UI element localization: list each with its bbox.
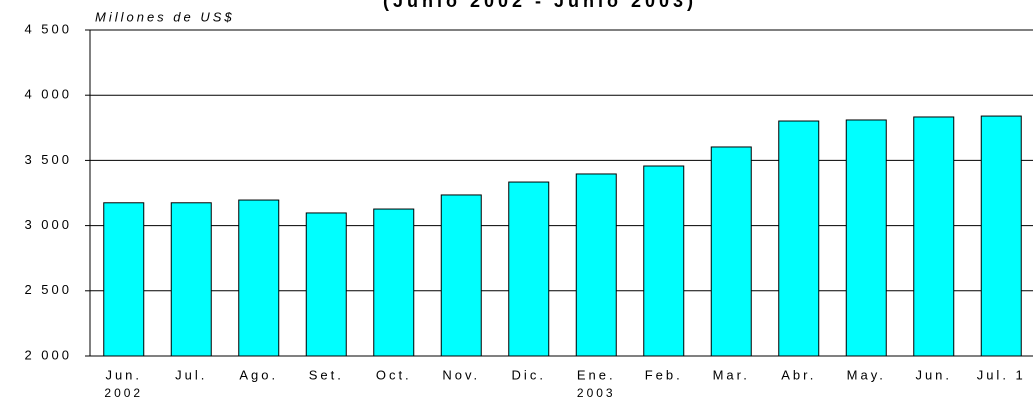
bar <box>508 181 550 357</box>
bar <box>845 119 887 357</box>
x-tick-label: Jun. <box>105 367 142 382</box>
x-tick-label: Oct. <box>376 367 412 382</box>
bar <box>373 208 415 357</box>
x-tick-label: Dic. <box>512 367 546 382</box>
bar <box>980 115 1022 357</box>
y-tick-label: 3 500 <box>24 152 72 167</box>
x-tick-label: Jul. <box>175 367 207 382</box>
x-tick-label: Ene. <box>577 367 616 382</box>
y-tick-label: 2 000 <box>24 347 72 362</box>
x-year-label: 2003 <box>577 386 616 400</box>
x-tick-label: Nov. <box>442 367 480 382</box>
bar <box>305 212 347 357</box>
x-tick-label: Feb. <box>645 367 683 382</box>
bar <box>643 165 685 357</box>
x-tick-label: May. <box>847 367 886 382</box>
chart-title: (Junio 2002 - Junio 2003) <box>383 0 697 11</box>
bar <box>575 173 617 357</box>
bar <box>778 120 820 357</box>
bar <box>913 116 955 357</box>
x-tick-label: Abr. <box>781 367 816 382</box>
y-axis-label: Millones de US$ <box>95 9 235 24</box>
bar <box>238 199 280 357</box>
bar <box>710 146 752 357</box>
x-tick-label: Ago. <box>239 367 278 382</box>
x-tick-label: Set. <box>309 367 344 382</box>
x-tick-label: Jun. <box>915 367 952 382</box>
y-tick-label: 4 000 <box>24 87 72 102</box>
y-tick-label: 2 500 <box>24 282 72 297</box>
x-tick-label: Mar. <box>713 367 750 382</box>
x-year-label: 2002 <box>104 386 143 400</box>
y-tick-label: 4 500 <box>24 21 72 36</box>
x-tick-label: Jul. 1 <box>977 367 1026 382</box>
bar <box>103 202 145 357</box>
bar <box>170 202 212 357</box>
bar <box>440 194 482 357</box>
y-tick-label: 3 000 <box>24 217 72 232</box>
